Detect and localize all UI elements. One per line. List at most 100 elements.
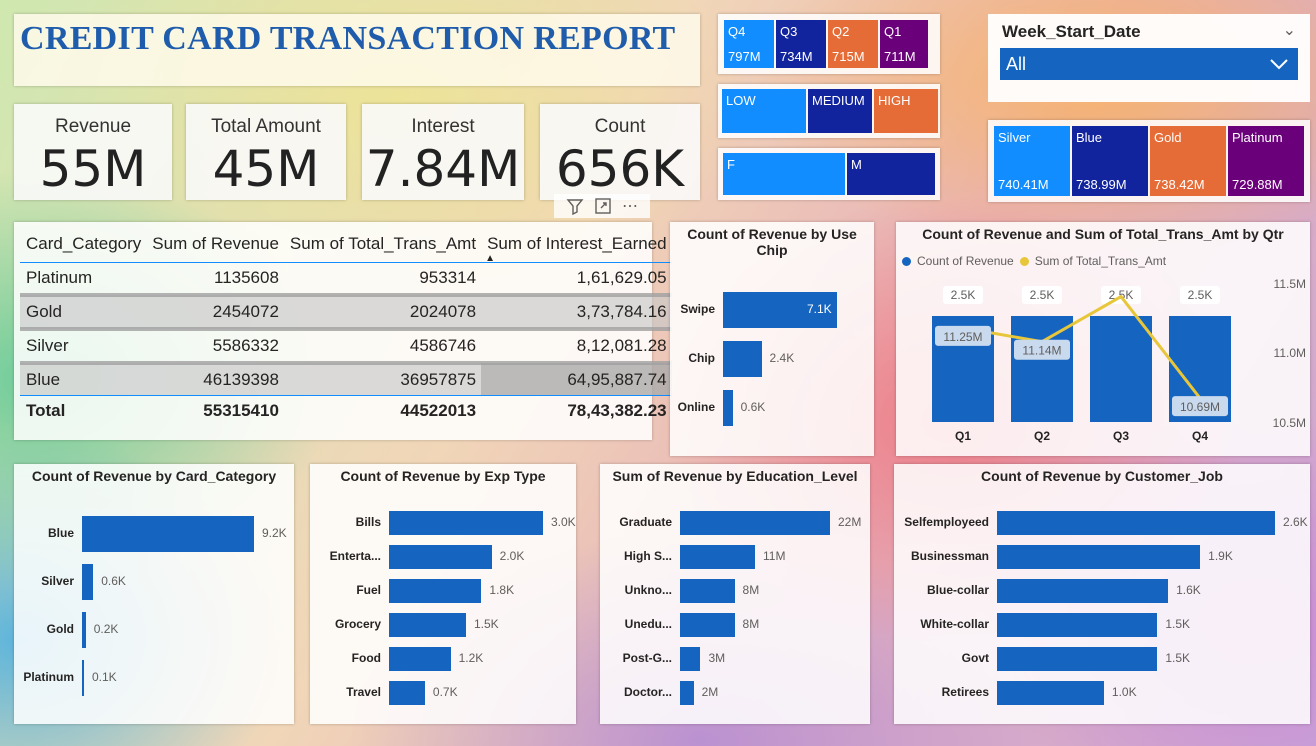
table-row[interactable]: Gold 2454072 2024078 3,73,784.16 (20, 295, 672, 331)
bar[interactable] (680, 579, 735, 603)
chart-card-category[interactable]: Count of Revenue by Card_Category Blue 9.… (14, 464, 294, 724)
data-label: 0.2K (93, 622, 119, 636)
bar[interactable] (389, 647, 451, 671)
column-header[interactable]: Sum of Total_Trans_Amt (283, 228, 482, 263)
column-bar[interactable] (1011, 316, 1073, 422)
bar[interactable] (997, 613, 1158, 637)
chart-customer-job[interactable]: Count of Revenue by Customer_Job Selfemp… (894, 464, 1310, 724)
bar[interactable] (82, 612, 86, 648)
gender-tile-m[interactable]: M (847, 153, 935, 195)
series-line[interactable] (962, 294, 1202, 400)
category-label: Online (677, 400, 715, 414)
cell: 953314 (283, 262, 482, 297)
bar[interactable] (389, 613, 466, 637)
filter-label: Week_Start_Date (1002, 22, 1141, 41)
bar[interactable] (680, 545, 755, 569)
category-label: Bills (355, 515, 381, 529)
category-label: Food (351, 651, 381, 665)
bar[interactable] (997, 647, 1158, 671)
category-label: Retirees (941, 685, 989, 699)
category-label: Grocery (334, 617, 381, 631)
quarter-tile-q4[interactable]: Q4 797M (724, 20, 774, 68)
cell: 8,12,081.28 (481, 329, 672, 365)
tile-value: 797M (728, 49, 761, 64)
card-tile-blue[interactable]: Blue 738.99M (1072, 126, 1148, 196)
table-total-row: Total 55315410 44522013 78,43,382.23 (20, 395, 672, 426)
income-tile-medium[interactable]: MEDIUM (808, 89, 872, 133)
category-label: Gold (46, 622, 74, 636)
category-label: Platinum (23, 670, 74, 684)
table-row[interactable]: Platinum 1135608 953314 1,61,629.05 (20, 262, 672, 297)
data-label: 1.5K (1165, 651, 1191, 665)
cell: 4586746 (283, 329, 482, 365)
bar[interactable] (680, 511, 830, 535)
bar[interactable] (680, 613, 735, 637)
income-tile-low[interactable]: LOW (722, 89, 806, 133)
data-label: 1.6K (1176, 583, 1201, 597)
bar[interactable] (389, 579, 482, 603)
kpi-label: Total Amount (211, 116, 321, 137)
data-label: 0.6K (740, 400, 766, 414)
category-label: Swipe (680, 302, 715, 316)
bar[interactable] (997, 681, 1104, 705)
cell: 36957875 (283, 363, 482, 396)
chart-use-chip[interactable]: Count of Revenue by Use Chip Swipe 7.1K Ch… (670, 222, 874, 456)
report-title-panel: CREDIT CARD TRANSACTION REPORT (14, 14, 700, 86)
column-header[interactable]: Card_Category (20, 228, 147, 263)
chart-exp-type[interactable]: Count of Revenue by Exp Type Bills 3.0K En… (310, 464, 576, 724)
cell: 44522013 (283, 395, 482, 426)
bar[interactable] (389, 681, 425, 705)
tile-value: 738.42M (1154, 177, 1205, 192)
tile-value: 734M (780, 49, 813, 64)
bar[interactable] (680, 681, 694, 705)
tile-label: Silver (998, 130, 1031, 145)
quarter-tile-q2[interactable]: Q2 715M (828, 20, 878, 68)
line-data-label: 11.25M (943, 330, 982, 344)
bar[interactable] (389, 545, 492, 569)
bar[interactable] (82, 564, 94, 600)
card-tile-silver[interactable]: Silver 740.41M (994, 126, 1070, 196)
bar[interactable] (997, 579, 1169, 603)
focus-mode-icon[interactable] (594, 197, 612, 215)
filter-icon[interactable] (566, 197, 584, 215)
bar[interactable] (82, 516, 254, 552)
bar[interactable] (723, 292, 837, 328)
kpi-revenue: Revenue 55M (14, 104, 172, 200)
data-label: 3.0K (551, 515, 576, 529)
gender-tile-f[interactable]: F (723, 153, 845, 195)
filter-dropdown[interactable]: All (1000, 48, 1298, 80)
more-options-icon[interactable]: ⋯ (622, 198, 638, 215)
column-bar[interactable] (1090, 316, 1152, 422)
bar[interactable] (82, 660, 84, 696)
tile-label: Q3 (780, 24, 798, 39)
column-header-label: Sum of Interest_Earned (487, 234, 667, 253)
cell: 1135608 (146, 262, 284, 297)
axis-tick-label: 10.5M (1273, 416, 1306, 430)
bar[interactable] (997, 545, 1201, 569)
column-header[interactable]: Sum of Interest_Earned ▲ (481, 228, 672, 264)
chevron-down-icon[interactable]: ⌄ (1282, 22, 1296, 39)
bar[interactable] (680, 647, 701, 671)
income-tile-high[interactable]: HIGH (874, 89, 938, 133)
quarter-tile-q1[interactable]: Q1 711M (880, 20, 928, 68)
category-label: Doctor... (623, 685, 672, 699)
category-label: Unkno... (624, 583, 672, 597)
table-row[interactable]: Silver 5586332 4586746 8,12,081.28 (20, 329, 672, 365)
data-label: 2.5K (1188, 288, 1213, 302)
chart-quarter-combo[interactable]: Count of Revenue and Sum of Total_Trans_… (896, 222, 1310, 456)
card-tile-platinum[interactable]: Platinum 729.88M (1228, 126, 1304, 196)
data-label: 2.5K (1030, 288, 1055, 302)
bar[interactable] (997, 511, 1275, 535)
card-tile-gold[interactable]: Gold 738.42M (1150, 126, 1226, 196)
table-row[interactable]: Blue 46139398 36957875 64,95,887.74 (20, 363, 672, 396)
column-header[interactable]: Sum of Revenue (146, 228, 284, 263)
cell: 64,95,887.74 (481, 363, 672, 396)
chart-title: Count of Revenue by Customer_Job (981, 468, 1223, 484)
line-label-bg (1172, 396, 1228, 417)
quarter-tile-q3[interactable]: Q3 734M (776, 20, 826, 68)
chart-education-level[interactable]: Sum of Revenue by Education_Level Gradua… (600, 464, 870, 724)
bar[interactable] (723, 390, 733, 426)
bar[interactable] (389, 511, 543, 535)
sort-desc-icon: ▲ (485, 253, 495, 264)
bar[interactable] (723, 341, 762, 377)
